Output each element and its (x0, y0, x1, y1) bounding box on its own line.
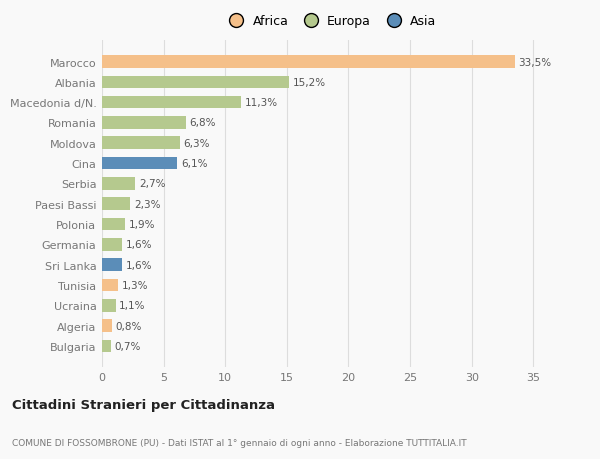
Text: 2,3%: 2,3% (134, 199, 161, 209)
Bar (102, 178, 135, 190)
Text: 1,6%: 1,6% (125, 260, 152, 270)
Bar (102, 157, 177, 170)
Text: 6,8%: 6,8% (190, 118, 216, 128)
Bar (102, 198, 130, 211)
Text: 33,5%: 33,5% (518, 57, 551, 67)
Text: 0,7%: 0,7% (115, 341, 140, 351)
Text: 1,6%: 1,6% (125, 240, 152, 250)
Bar (102, 56, 515, 69)
Text: 1,1%: 1,1% (119, 301, 146, 311)
Bar (102, 279, 118, 291)
Legend: Africa, Europa, Asia: Africa, Europa, Asia (220, 11, 440, 32)
Text: 15,2%: 15,2% (293, 78, 326, 88)
Bar (102, 239, 122, 251)
Text: COMUNE DI FOSSOMBRONE (PU) - Dati ISTAT al 1° gennaio di ogni anno - Elaborazion: COMUNE DI FOSSOMBRONE (PU) - Dati ISTAT … (12, 438, 467, 447)
Bar (102, 340, 110, 353)
Text: 2,7%: 2,7% (139, 179, 166, 189)
Bar (102, 319, 112, 332)
Text: 6,3%: 6,3% (184, 139, 210, 148)
Bar (102, 218, 125, 231)
Bar (102, 97, 241, 109)
Bar (102, 299, 116, 312)
Bar (102, 259, 122, 271)
Text: 1,9%: 1,9% (129, 219, 155, 230)
Text: 1,3%: 1,3% (122, 280, 148, 290)
Text: 6,1%: 6,1% (181, 159, 208, 169)
Text: Cittadini Stranieri per Cittadinanza: Cittadini Stranieri per Cittadinanza (12, 398, 275, 412)
Bar (102, 76, 289, 89)
Bar (102, 137, 179, 150)
Text: 0,8%: 0,8% (116, 321, 142, 331)
Bar (102, 117, 186, 129)
Text: 11,3%: 11,3% (245, 98, 278, 108)
